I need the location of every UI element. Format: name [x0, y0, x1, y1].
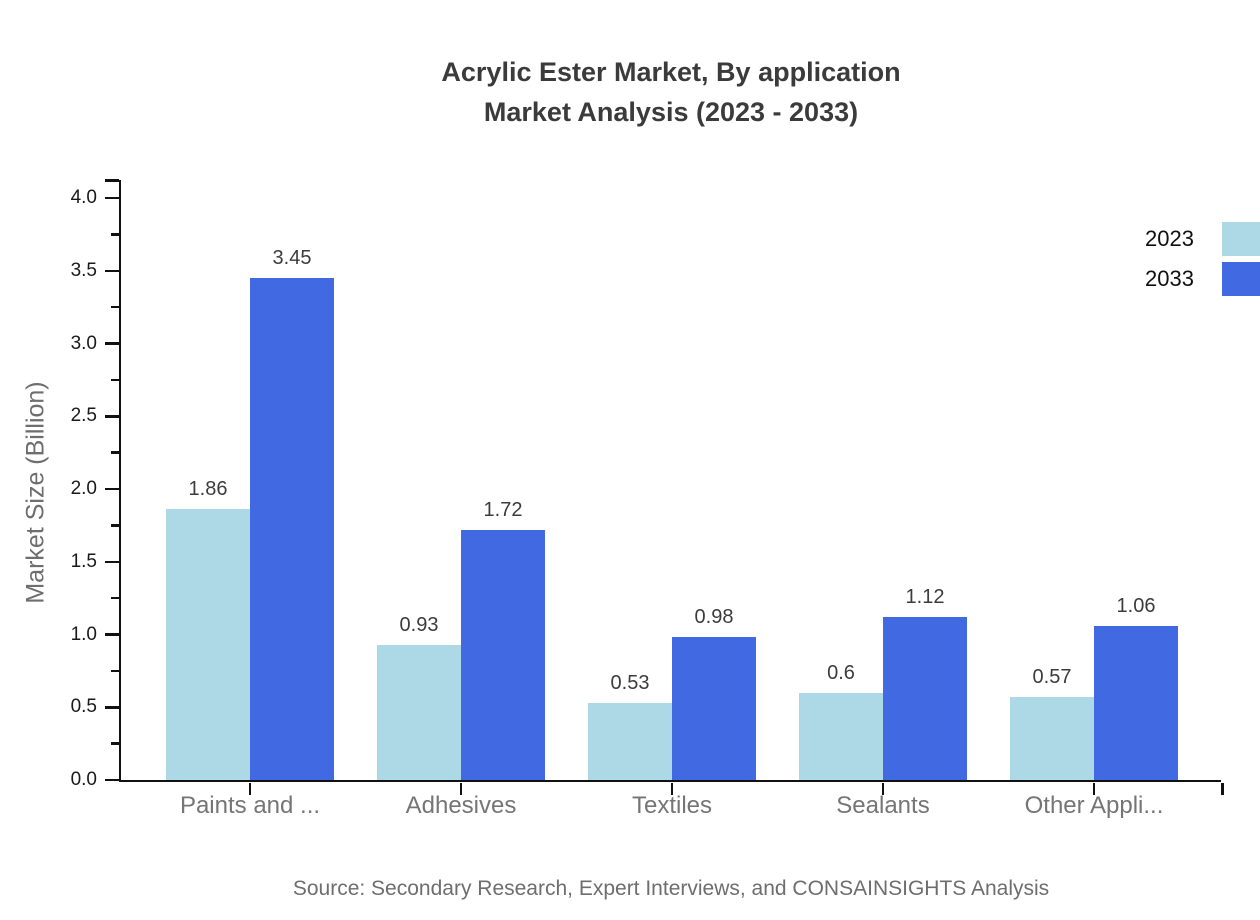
- legend-label-2023: 2023: [1145, 226, 1194, 251]
- chart-title-line2: Market Analysis (2023 - 2033): [483, 97, 859, 127]
- y-tick-minor: [111, 233, 119, 236]
- y-tick-major: [105, 633, 119, 636]
- value-label-2023-5: 0.57: [1032, 666, 1072, 689]
- value-label-2033-4: 1.12: [905, 586, 945, 609]
- bar-2023-5: [1010, 697, 1094, 780]
- value-label-2023-4: 0.6: [827, 661, 855, 684]
- y-tick-minor: [111, 524, 119, 527]
- y-tick-label: 3.0: [70, 332, 97, 354]
- x-tick: [1092, 782, 1096, 795]
- x-category-label: Paints and ...: [179, 792, 321, 819]
- legend-item-2033: 2033: [1145, 262, 1260, 296]
- legend: 2023 2033: [1145, 222, 1260, 302]
- y-tick-major: [105, 415, 119, 418]
- y-tick-label: 4.0: [70, 187, 97, 208]
- bar-2033-2: [461, 529, 545, 780]
- y-tick-major: [105, 487, 119, 491]
- bar-2033-4: [883, 617, 967, 780]
- y-tick-label: 2.5: [70, 405, 97, 427]
- value-label-2033-1: 3.45: [272, 247, 312, 270]
- y-tick-major: [105, 269, 119, 272]
- source-note: Source: Secondary Research, Expert Inter…: [292, 877, 1050, 900]
- bar-2023-4: [799, 692, 883, 780]
- value-label-2033-3: 0.98: [694, 606, 734, 629]
- bar-2023-1: [166, 509, 250, 780]
- y-tick-label: 1.5: [70, 550, 97, 572]
- y-tick-label: 2.0: [70, 478, 97, 499]
- plot-area: 0.0 0.5 1.0 1.5 2.0 2.5 3.0 3.5 4.0 Paints and ..…: [71, 179, 1224, 819]
- y-tick-label: 0.0: [70, 769, 97, 790]
- value-label-2023-1: 1.86: [188, 478, 228, 501]
- legend-swatch-2033: [1222, 262, 1260, 296]
- y-tick-minor: [111, 305, 119, 309]
- y-tick-major: [105, 560, 119, 563]
- chart-title: Acrylic Ester Market, By application Mar…: [120, 52, 1222, 132]
- x-tick: [881, 782, 885, 795]
- y-tick-minor: [111, 451, 119, 454]
- x-category-label: Adhesives: [405, 792, 517, 819]
- x-tick: [248, 782, 252, 795]
- y-tick-minor: [111, 669, 119, 673]
- y-tick-major: [105, 706, 119, 709]
- value-label-2023-3: 0.53: [610, 671, 650, 694]
- legend-swatch-2023: [1222, 222, 1260, 256]
- x-axis-end-tick: [1221, 782, 1224, 795]
- y-tick-label: 0.5: [70, 696, 97, 718]
- legend-item-2023: 2023: [1145, 222, 1260, 256]
- value-label-2033-2: 1.72: [483, 498, 523, 521]
- value-label-2023-2: 0.93: [399, 613, 439, 636]
- bar-2033-5: [1094, 625, 1178, 780]
- y-axis-end-tick: [105, 179, 119, 182]
- x-category-label: Sealants: [836, 792, 930, 819]
- bar-2033-3: [672, 637, 756, 780]
- x-category-label: Other Appli...: [1024, 792, 1164, 819]
- y-tick-minor: [111, 596, 119, 600]
- y-tick-minor: [111, 378, 119, 382]
- y-tick-major: [105, 778, 119, 782]
- legend-label-2033: 2033: [1145, 266, 1194, 291]
- chart-title-line1: Acrylic Ester Market, By application: [441, 57, 901, 87]
- bar-2033-1: [250, 278, 334, 780]
- y-tick-minor: [111, 742, 119, 745]
- bar-2023-3: [588, 702, 672, 780]
- x-tick: [670, 782, 674, 795]
- y-tick-label: 1.0: [70, 623, 97, 645]
- x-category-label: Textiles: [631, 792, 713, 819]
- value-label-2033-5: 1.06: [1116, 594, 1156, 617]
- y-tick-major: [105, 196, 119, 200]
- y-tick-label: 3.5: [70, 259, 97, 281]
- bar-2023-2: [377, 644, 461, 780]
- y-tick-major: [105, 342, 119, 345]
- x-tick: [459, 782, 463, 795]
